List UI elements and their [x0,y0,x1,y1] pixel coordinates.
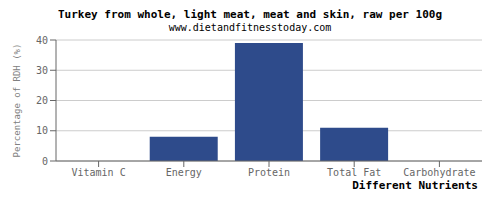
html-text:Turkey from whole, light meat,: Turkey from whole, light meat, meat and … [57,8,442,21]
svg-text:Vitamin C: Vitamin C [72,167,126,178]
html-text:Different Nutrients: Different Nutrients [352,179,478,192]
svg-text:20: 20 [36,95,48,106]
svg-text:Percentage of RDH (%): Percentage of RDH (%) [12,44,22,158]
svg-text:Protein: Protein [248,167,290,178]
svg-text:30: 30 [36,65,48,76]
svg-text:40: 40 [36,35,48,46]
svg-text:0: 0 [42,156,48,167]
svg-text:Energy: Energy [166,167,202,178]
html-text:www.dietandfitnesstoday.com: www.dietandfitnesstoday.com [168,22,332,33]
svg-text:Carbohydrate: Carbohydrate [403,167,475,178]
svg-text:Total Fat: Total Fat [327,167,381,178]
svg-text:10: 10 [36,125,48,136]
